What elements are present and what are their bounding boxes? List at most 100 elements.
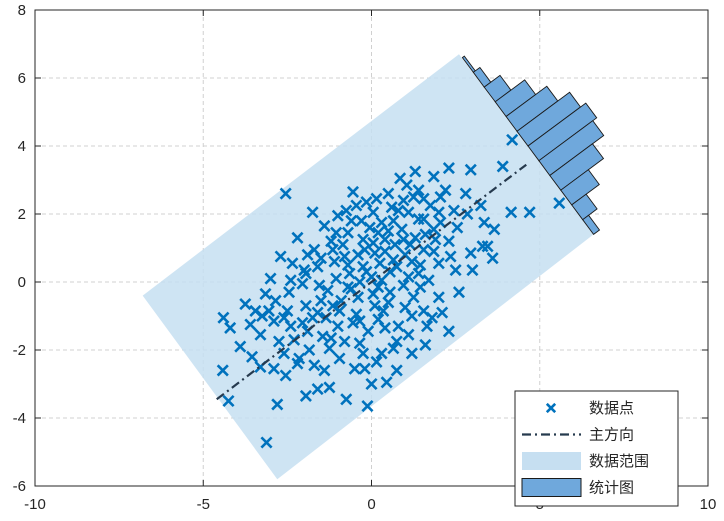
data-point xyxy=(326,299,339,312)
data-point xyxy=(314,294,328,307)
data-point xyxy=(372,313,385,326)
data-point xyxy=(553,197,566,210)
y-tick-label: 8 xyxy=(18,2,26,19)
data-point xyxy=(488,223,501,236)
data-point xyxy=(271,398,284,411)
data-point xyxy=(505,206,518,219)
data-point xyxy=(478,216,491,229)
data-point xyxy=(299,389,312,402)
data-point xyxy=(370,355,383,368)
data-point xyxy=(328,255,341,268)
data-point xyxy=(331,209,344,222)
data-point xyxy=(311,383,324,396)
data-point xyxy=(474,199,487,212)
data-point xyxy=(409,165,422,178)
legend-item: 统计图 xyxy=(521,478,634,497)
data-point xyxy=(432,257,445,270)
data-point xyxy=(224,321,237,334)
data-point xyxy=(372,226,385,239)
data-point xyxy=(338,250,351,263)
data-point xyxy=(299,299,312,312)
data-point xyxy=(439,184,452,197)
data-point xyxy=(389,238,402,251)
data-point xyxy=(506,133,519,146)
data-point xyxy=(377,304,390,317)
data-point xyxy=(360,196,373,209)
data-point xyxy=(348,362,361,375)
legend-label: 统计图 xyxy=(589,479,634,497)
data-point xyxy=(367,236,380,249)
legend-marker xyxy=(545,402,557,414)
data-point xyxy=(427,245,440,258)
y-tick-label: -6 xyxy=(13,478,26,495)
data-point xyxy=(523,206,536,219)
data-point xyxy=(303,343,316,357)
data-point xyxy=(378,245,391,258)
data-point xyxy=(466,264,479,277)
data-point xyxy=(350,308,363,321)
data-point xyxy=(333,352,346,365)
x-tick-label: -10 xyxy=(24,496,46,513)
data-point xyxy=(234,340,247,353)
data-point xyxy=(260,436,273,449)
data-point xyxy=(387,342,400,355)
data-point xyxy=(452,286,466,299)
data-point xyxy=(330,272,343,285)
data-point xyxy=(427,170,440,183)
data-point xyxy=(375,216,388,229)
x-tick-label: 10 xyxy=(700,496,717,513)
data-point xyxy=(318,219,331,232)
data-point xyxy=(299,267,312,280)
data-point xyxy=(387,253,400,266)
data-point xyxy=(353,315,366,328)
data-point xyxy=(331,320,344,333)
data-point xyxy=(296,277,309,290)
data-point xyxy=(459,187,472,200)
data-point xyxy=(283,286,296,299)
data-point xyxy=(269,294,282,307)
data-point xyxy=(341,258,354,272)
data-point xyxy=(417,304,430,317)
y-tick-label: 2 xyxy=(18,206,26,223)
data-points xyxy=(216,133,566,449)
y-tick-label: 0 xyxy=(18,274,26,291)
data-point xyxy=(402,328,415,341)
data-point xyxy=(365,377,378,391)
data-point xyxy=(419,338,432,351)
data-point xyxy=(267,362,280,375)
data-point xyxy=(367,206,380,219)
data-point xyxy=(293,352,306,365)
histogram-bar xyxy=(549,143,605,191)
data-point xyxy=(353,337,366,350)
data-point xyxy=(412,213,425,226)
data-point xyxy=(277,311,291,324)
data-point xyxy=(496,160,509,173)
data-point xyxy=(281,304,294,317)
data-point xyxy=(267,315,280,328)
data-point xyxy=(357,347,370,360)
data-point xyxy=(382,296,395,309)
data-point xyxy=(394,172,407,185)
data-point xyxy=(399,301,412,314)
data-point xyxy=(449,264,462,277)
legend-item: 数据点 xyxy=(545,399,634,417)
data-point xyxy=(395,223,408,236)
data-point xyxy=(353,275,366,289)
data-point xyxy=(383,286,397,299)
legend-patch xyxy=(522,452,581,470)
data-point xyxy=(272,335,286,348)
data-point xyxy=(464,163,477,176)
data-point xyxy=(447,204,460,217)
data-point xyxy=(414,258,427,272)
data-point xyxy=(279,187,292,200)
data-point xyxy=(314,252,328,265)
data-point xyxy=(338,335,351,348)
histogram xyxy=(461,55,605,236)
data-point xyxy=(370,192,383,205)
data-point xyxy=(341,281,354,294)
data-point xyxy=(345,214,358,227)
data-point xyxy=(451,221,464,234)
data-point xyxy=(419,228,432,241)
